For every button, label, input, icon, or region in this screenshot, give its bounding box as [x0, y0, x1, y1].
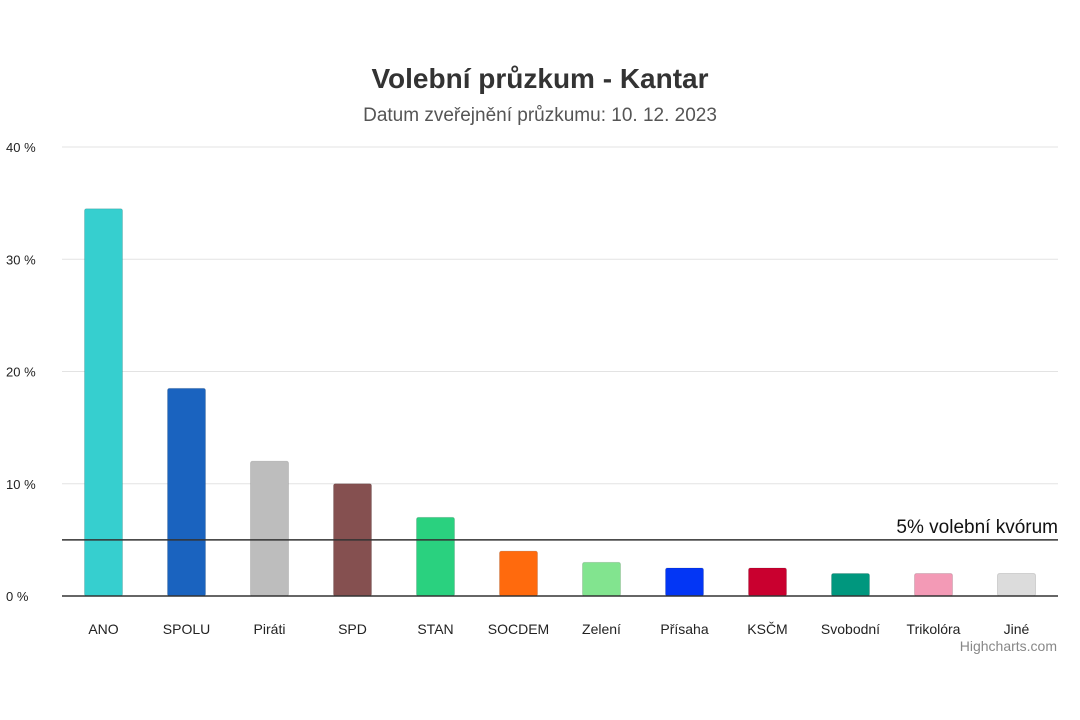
x-tick-label: ANO	[88, 621, 118, 637]
bar-zelení[interactable]	[582, 561, 621, 597]
bar-ksčm[interactable]	[748, 567, 787, 597]
bar-piráti[interactable]	[250, 460, 289, 597]
x-tick-label: Jiné	[1004, 621, 1030, 637]
y-tick-label: 0 %	[6, 589, 29, 604]
y-tick-label: 10 %	[6, 477, 36, 492]
x-tick-label: Zelení	[582, 621, 621, 637]
x-tick-label: Piráti	[254, 621, 286, 637]
chart-subtitle: Datum zveřejnění průzkumu: 10. 12. 2023	[363, 105, 717, 126]
bar-svobodní[interactable]	[831, 573, 870, 597]
y-tick-label: 30 %	[6, 252, 36, 267]
x-tick-label: KSČM	[747, 621, 787, 637]
x-tick-label: STAN	[417, 621, 453, 637]
y-tick-label: 40 %	[6, 140, 36, 155]
x-tick-label: Přísaha	[660, 621, 708, 637]
bar-trikolóra[interactable]	[914, 573, 953, 597]
bar-přísaha[interactable]	[665, 567, 704, 597]
y-tick-label: 20 %	[6, 365, 36, 380]
highcharts-credit[interactable]: Highcharts.com	[960, 638, 1057, 654]
threshold-label: 5% volební kvórum	[896, 517, 1058, 538]
x-tick-label: Svobodní	[821, 621, 880, 637]
y-axis-ticks: 0 % 10 % 20 % 30 % 40 %	[6, 140, 36, 604]
bar-spolu[interactable]	[167, 387, 206, 597]
x-tick-label: Trikolóra	[907, 621, 961, 637]
bar-jiné[interactable]	[997, 573, 1036, 597]
x-axis-ticks: ANO SPOLU Piráti SPD STAN SOCDEM Zelení Přísaha…	[88, 621, 1029, 637]
bar-socdem[interactable]	[499, 550, 538, 597]
gridlines	[62, 146, 1058, 485]
bars	[84, 208, 1036, 597]
bar-ano[interactable]	[84, 208, 123, 597]
chart-title: Volební průzkum - Kantar	[371, 63, 708, 94]
x-tick-label: SOCDEM	[488, 621, 549, 637]
x-tick-label: SPD	[338, 621, 367, 637]
bar-stan[interactable]	[416, 516, 455, 597]
x-tick-label: SPOLU	[163, 621, 210, 637]
